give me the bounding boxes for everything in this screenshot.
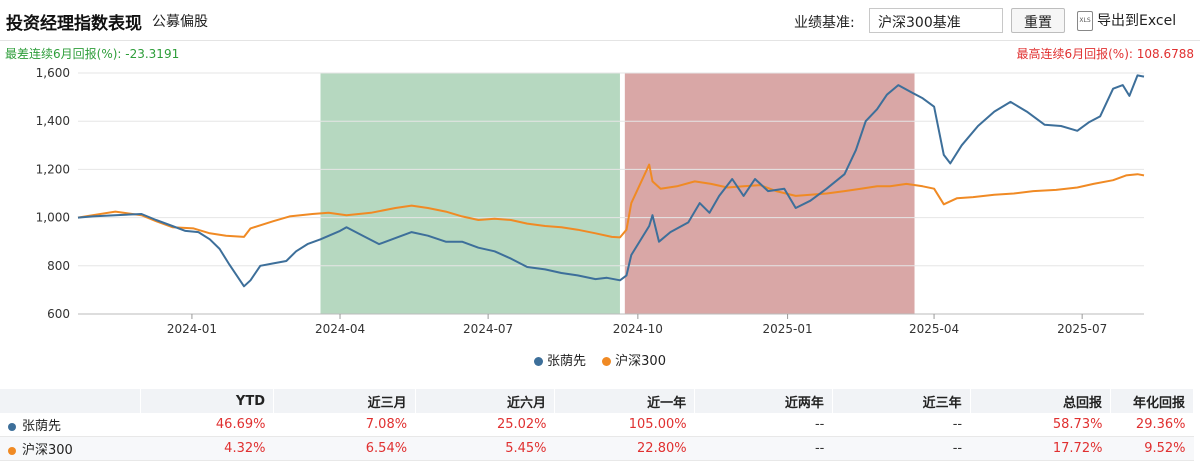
benchmark-select[interactable]: 沪深300基准 [869, 8, 1003, 33]
col-header-1y: 近一年 [554, 389, 696, 413]
top-bar: 投资经理指数表现 公募偏股 业绩基准: 沪深300基准 重置 XLS 导出到Exc… [0, 0, 1200, 40]
legend-label-benchmark: 沪深300 [615, 354, 666, 369]
col-header-2y: 近两年 [694, 389, 833, 413]
y-tick-label: 1,000 [36, 211, 70, 225]
cell-6m: 25.02% [415, 413, 555, 437]
row-name: 张荫先 [0, 413, 141, 437]
best-6m-return: 最高连续6月回报(%): 108.6788 [1016, 47, 1194, 61]
y-tick-label: 1,400 [36, 114, 70, 128]
cell-ytd: 4.32% [140, 436, 274, 461]
header-divider [0, 40, 1200, 41]
col-header-annual: 年化回报 [1110, 389, 1195, 413]
x-tick-label: 2024-10 [613, 322, 663, 336]
benchmark-legend-dot [602, 357, 612, 366]
cell-3y: -- [832, 413, 971, 437]
legend-item-manager[interactable]: 张荫先 [534, 350, 586, 369]
col-header-name [0, 389, 142, 413]
cell-3m: 7.08% [273, 413, 416, 437]
x-tick-label: 2024-07 [463, 322, 513, 336]
col-header-3y: 近三年 [832, 389, 971, 413]
cell-ytd: 46.69% [140, 413, 274, 437]
x-tick-label: 2024-04 [315, 322, 365, 336]
performance-table: YTD 近三月 近六月 近一年 近两年 近三年 总回报 年化回报 张荫先 46.… [0, 389, 1195, 461]
col-header-6m: 近六月 [415, 389, 556, 413]
cell-2y: -- [694, 413, 833, 437]
x-tick-label: 2025-04 [909, 322, 959, 336]
y-tick-label: 1,200 [36, 162, 70, 176]
row-name: 沪深300 [0, 436, 141, 461]
col-header-total: 总回报 [970, 389, 1111, 413]
manager-legend-dot [534, 357, 543, 366]
legend-label-manager: 张荫先 [547, 354, 587, 369]
cell-1y: 105.00% [554, 413, 695, 437]
benchmark-series-line [77, 163, 1145, 239]
legend-item-benchmark[interactable]: 沪深300 [602, 350, 666, 369]
page-title: 投资经理指数表现 [6, 14, 142, 34]
category-label: 公募偏股 [152, 14, 208, 30]
reset-button[interactable]: 重置 [1011, 8, 1065, 33]
export-excel-button[interactable]: XLS 导出到Excel [1077, 10, 1176, 32]
table-row: 张荫先 46.69% 7.08% 25.02% 105.00% -- -- 58… [0, 413, 1194, 437]
row-label: 张荫先 [22, 419, 62, 434]
benchmark-label: 业绩基准: [794, 15, 855, 31]
x-tick-label: 2025-07 [1057, 322, 1107, 336]
y-tick-label: 1,600 [36, 66, 70, 80]
cell-2y: -- [694, 436, 833, 461]
performance-chart: 600 800 1,000 1,200 1,400 1,600 2024-01 2024-04… [36, 66, 1145, 336]
cell-3m: 6.54% [273, 436, 416, 461]
manager-series-dot [8, 422, 16, 431]
chart-legend: 张荫先 沪深300 [0, 350, 1200, 369]
cell-total: 17.72% [970, 436, 1111, 461]
x-tick-label: 2024-01 [167, 322, 217, 336]
col-header-ytd: YTD [140, 389, 274, 413]
row-label: 沪深300 [22, 443, 73, 458]
cell-3y: -- [832, 436, 971, 461]
y-tick-label: 800 [47, 259, 70, 273]
cell-total: 58.73% [970, 413, 1111, 437]
x-tick-label: 2025-01 [763, 322, 813, 336]
cell-annual: 9.52% [1110, 436, 1194, 461]
manager-series-line [77, 74, 1145, 288]
table-row: 沪深300 4.32% 6.54% 5.45% 22.80% -- -- 17.… [0, 436, 1194, 461]
cell-6m: 5.45% [415, 436, 555, 461]
benchmark-series-dot [8, 446, 16, 455]
table-header-row: YTD 近三月 近六月 近一年 近两年 近三年 总回报 年化回报 [0, 389, 1195, 413]
col-header-3m: 近三月 [273, 389, 416, 413]
cell-annual: 29.36% [1110, 413, 1194, 437]
xls-file-icon: XLS [1077, 11, 1093, 31]
worst-6m-return: 最差连续6月回报(%): -23.3191 [5, 47, 180, 61]
y-tick-label: 600 [47, 307, 70, 321]
cell-1y: 22.80% [554, 436, 695, 461]
export-label: 导出到Excel [1097, 13, 1177, 29]
best-6m-period-band [624, 73, 915, 314]
worst-6m-period-band [320, 73, 620, 314]
